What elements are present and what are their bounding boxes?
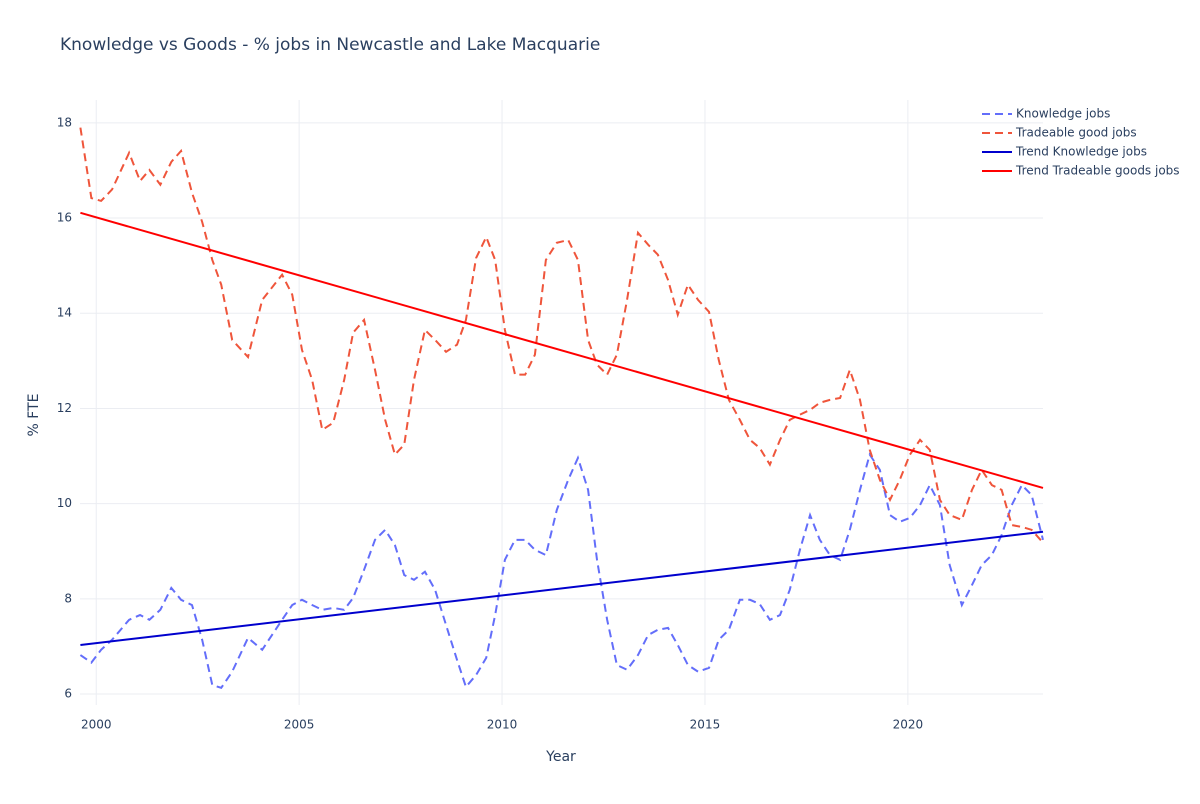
y-tick-label: 18 xyxy=(57,115,72,129)
y-tick-label: 10 xyxy=(57,496,72,510)
x-axis-label: Year xyxy=(545,749,576,765)
x-tick-label: 2015 xyxy=(690,718,721,732)
legend-label: Trend Tradeable goods jobs xyxy=(1015,164,1180,178)
y-tick-label: 12 xyxy=(57,401,72,415)
series-line xyxy=(79,452,1044,690)
series-line xyxy=(80,530,1044,647)
chart-title: Knowledge vs Goods - % jobs in Newcastle… xyxy=(60,35,600,55)
legend-label: Trend Knowledge jobs xyxy=(1015,145,1147,159)
legend-label: Tradeable good jobs xyxy=(1015,126,1137,140)
y-axis-label: % FTE xyxy=(26,394,42,437)
y-tick-label: 16 xyxy=(57,211,72,225)
y-tick-label: 8 xyxy=(64,591,72,605)
x-tick-label: 2020 xyxy=(893,718,924,732)
legend-label: Knowledge jobs xyxy=(1016,107,1110,121)
x-tick-label: 2000 xyxy=(81,718,112,732)
x-tick-label: 2005 xyxy=(284,718,315,732)
series-line xyxy=(79,127,1044,544)
y-tick-label: 6 xyxy=(64,687,72,701)
x-tick-label: 2010 xyxy=(487,718,518,732)
y-tick-label: 14 xyxy=(57,306,72,320)
series-line xyxy=(80,211,1044,489)
